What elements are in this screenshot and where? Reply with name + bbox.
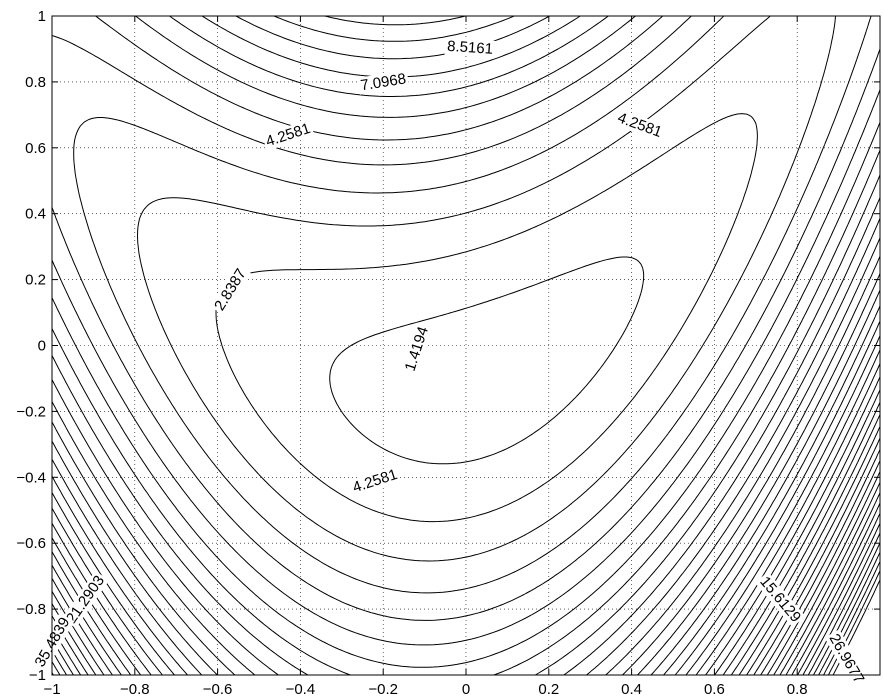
x-tick-label-9: 0.8 (787, 681, 808, 698)
contour-line-42.582 (51, 482, 881, 676)
contour-label-6: 8.5161 (444, 37, 496, 59)
x-tick-label-5: 0 (462, 681, 470, 698)
contour-line-19.8716 (51, 273, 881, 676)
contour-line-44.0014 (785, 492, 881, 676)
y-tick-label-2: −0.6 (16, 535, 46, 552)
contour-line-49.679 (807, 532, 881, 676)
axis-ticks: −1 −0.8 −0.6 −0.4 −0.2 0 0.2 0.4 0.6 0.8 −1 −0.8 −0.… (16, 8, 880, 698)
contour-label-gap-2 (261, 119, 315, 151)
contour-line-26.9686 (51, 349, 881, 676)
contour-line-8.5164 (51, 15, 881, 646)
y-tick-label-0: −1 (29, 667, 46, 684)
contour-line-15.6134 (51, 15, 881, 676)
contour-line-41.1626 (51, 471, 881, 676)
contour-label-gap-9 (824, 629, 869, 689)
contour-line-21.291 (51, 289, 881, 676)
contour-line-9.9358 (51, 15, 881, 668)
contour-line-29.8074 (51, 376, 881, 676)
y-tick-label-1: −0.8 (16, 601, 46, 618)
y-tick-label-9: 0.8 (25, 74, 46, 91)
contour-label-text-5: 7.0968 (359, 70, 407, 94)
contour-line-5.6776 (73, 15, 872, 594)
contour-label-5: 7.0968 (357, 70, 410, 95)
y-tick-label-4: −0.2 (16, 403, 46, 420)
y-tick-label-6: 0.2 (25, 272, 46, 289)
contour-label-gap-6 (444, 37, 496, 59)
contour-label-gap-1 (209, 264, 251, 316)
x-tick-label-8: 0.6 (704, 681, 725, 698)
x-tick-label-6: 0.2 (538, 681, 559, 698)
contour-line-14.194 (51, 15, 881, 676)
contour-label-gap-0 (400, 322, 433, 376)
x-tick-label-2: −0.6 (203, 681, 233, 698)
contour-line-45.4208 (791, 502, 881, 676)
contour-line-1.4194 (329, 256, 645, 465)
x-tick-label-3: −0.4 (286, 681, 316, 698)
contour-line-31.2268 (51, 389, 881, 676)
contour-line-22.7104 (51, 305, 881, 676)
contour-line-46.8402 (797, 513, 881, 676)
y-tick-label-5: 0 (38, 338, 46, 355)
contour-label-text-6: 8.5161 (447, 38, 494, 58)
x-tick-label-1: −0.8 (120, 681, 150, 698)
x-tick-label-4: −0.2 (368, 681, 398, 698)
contour-line-11.3552 (51, 15, 881, 676)
contour-label-gap-7 (754, 571, 806, 628)
contour-label-gap-8 (61, 570, 110, 629)
contour-line-32.6462 (51, 402, 881, 676)
y-tick-label-8: 0.6 (25, 140, 46, 157)
contour-line-24.1298 (51, 320, 881, 676)
contour-line-48.2596 (802, 523, 881, 676)
y-tick-label-10: 1 (38, 8, 46, 25)
contour-label-gap-5 (357, 70, 410, 95)
x-tick-label-0: −1 (43, 681, 60, 698)
contour-line-2.8388 (215, 113, 758, 523)
contour-label-gap-4 (348, 465, 402, 497)
contour-line-12.7746 (51, 15, 881, 676)
contour-label-gap-3 (613, 108, 667, 142)
y-tick-label-3: −0.4 (16, 469, 46, 486)
contour-line-18.4522 (51, 256, 881, 676)
x-tick-label-7: 0.4 (621, 681, 642, 698)
contour-lines (51, 15, 881, 676)
y-tick-label-7: 0.4 (25, 206, 46, 223)
